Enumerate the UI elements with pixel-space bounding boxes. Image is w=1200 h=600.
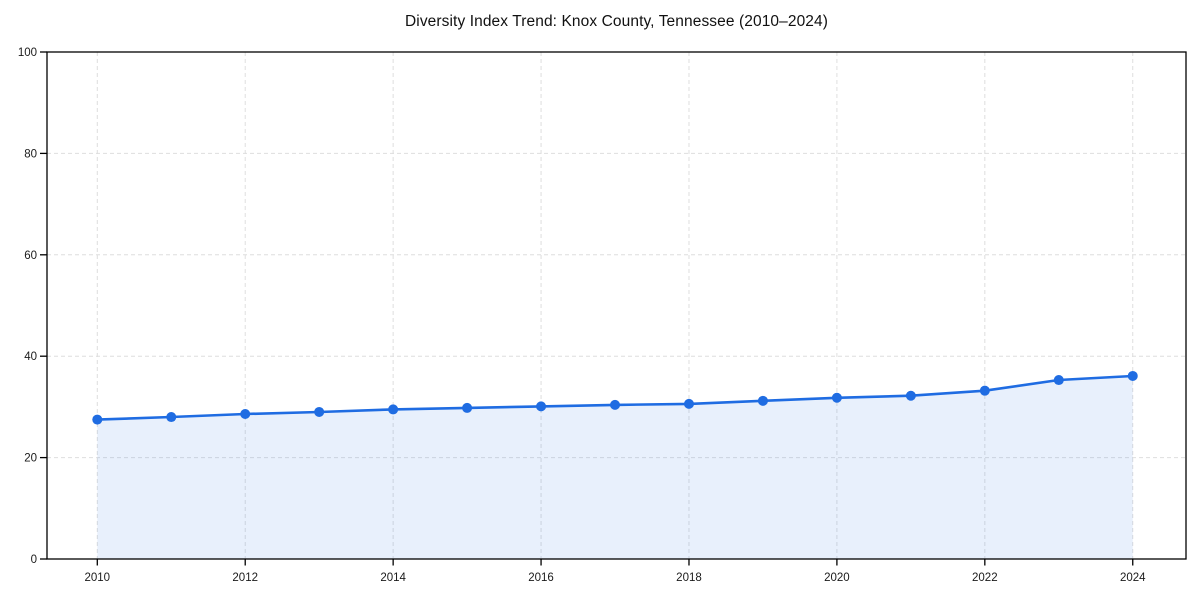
x-axis-tick-label: 2018 (676, 572, 702, 584)
y-axis-tick-label: 40 (24, 351, 37, 363)
x-axis-tick-label: 2014 (380, 572, 406, 584)
x-axis-tick-label: 2024 (1120, 572, 1146, 584)
data-point (240, 408, 251, 419)
data-point (314, 406, 325, 417)
data-point (831, 392, 842, 403)
data-point (683, 398, 694, 409)
y-axis-tick-label: 60 (24, 250, 37, 262)
x-axis-tick-label: 2016 (528, 572, 554, 584)
data-point (905, 390, 916, 401)
data-point (1053, 375, 1064, 386)
area-fill (97, 376, 1133, 559)
x-axis-tick-label: 2012 (232, 572, 258, 584)
chart-title: Diversity Index Trend: Knox County, Tenn… (404, 13, 828, 30)
data-point (1127, 370, 1138, 381)
data-point (610, 399, 621, 410)
x-axis-tick-label: 2010 (84, 572, 110, 584)
y-axis-tick-label: 20 (24, 453, 37, 465)
data-point (757, 395, 768, 406)
data-point (536, 401, 547, 412)
data-point (166, 412, 177, 423)
data-point (92, 414, 103, 425)
y-axis-tick-label: 0 (31, 554, 37, 566)
data-point (388, 404, 399, 415)
y-axis-tick-label: 80 (24, 148, 37, 160)
y-axis-tick-label: 100 (18, 47, 37, 59)
data-point (462, 402, 473, 413)
x-axis-tick-label: 2022 (972, 572, 998, 584)
data-point (979, 385, 990, 396)
plot-border (46, 51, 1187, 560)
x-axis-tick-label: 2020 (824, 572, 850, 584)
